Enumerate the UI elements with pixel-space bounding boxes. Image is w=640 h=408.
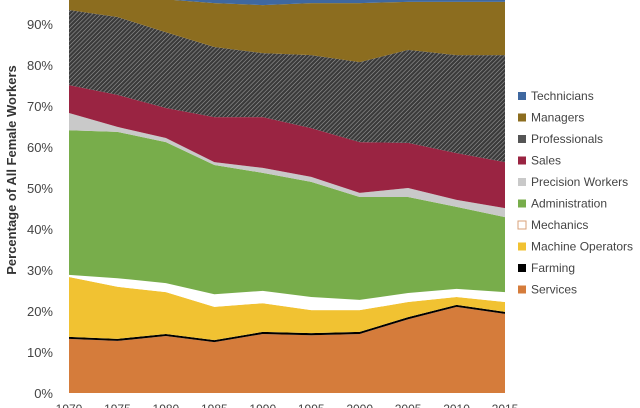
legend-label: Precision Workers xyxy=(531,175,628,189)
y-axis-ticks: 0% 10% 20% 30% 40% 50% 60% 70% 80% 90% xyxy=(27,17,53,401)
legend-item-services: Services xyxy=(518,283,577,297)
y-tick-label: 10% xyxy=(27,345,53,360)
legend-item-administration: Administration xyxy=(518,197,607,211)
x-tick-label: 2000 xyxy=(346,402,373,408)
legend-item-farming: Farming xyxy=(518,261,575,275)
legend: Technicians Managers Professionals Sales Pre… xyxy=(517,89,633,297)
legend-label: Managers xyxy=(531,111,584,125)
legend-item-managers: Managers xyxy=(518,111,584,125)
legend-label: Sales xyxy=(531,154,561,168)
y-tick-label: 80% xyxy=(27,58,53,73)
y-tick-label: 20% xyxy=(27,304,53,319)
area-machine-operators xyxy=(69,276,505,341)
legend-swatch xyxy=(518,242,526,251)
legend-swatch xyxy=(518,285,526,294)
y-tick-label: 40% xyxy=(27,222,53,237)
x-tick-label: 2005 xyxy=(395,402,422,408)
x-tick-label: 1975 xyxy=(104,402,131,408)
area-mechanics xyxy=(69,274,505,311)
legend-swatch xyxy=(518,113,526,122)
x-tick-label: 1970 xyxy=(56,402,83,408)
legend-item-sales: Sales xyxy=(518,154,561,168)
legend-label: Administration xyxy=(531,197,607,211)
area-services xyxy=(69,306,505,393)
x-tick-label: 1980 xyxy=(153,402,180,408)
legend-item-professionals: Professionals xyxy=(518,132,603,146)
legend-label: Services xyxy=(531,283,577,297)
y-tick-label: 90% xyxy=(27,17,53,32)
legend-item-precision-workers: Precision Workers xyxy=(518,175,628,189)
legend-swatch xyxy=(517,220,527,230)
y-tick-label: 70% xyxy=(27,99,53,114)
area-precision-workers xyxy=(69,112,505,218)
area-technicians xyxy=(173,0,505,6)
area-sales xyxy=(69,85,505,209)
legend-item-mechanics: Mechanics xyxy=(517,218,588,232)
x-tick-label: 1995 xyxy=(298,402,325,408)
x-tick-label: 2015 xyxy=(492,402,519,408)
area-managers xyxy=(69,0,505,63)
area-professionals xyxy=(69,10,505,163)
legend-label: Professionals xyxy=(531,132,603,146)
legend-swatch xyxy=(518,156,526,165)
y-tick-label: 50% xyxy=(27,181,53,196)
legend-swatch xyxy=(518,92,526,100)
area-administration xyxy=(69,130,505,300)
legend-swatch xyxy=(518,135,526,143)
area-layers xyxy=(69,0,505,393)
legend-label: Machine Operators xyxy=(531,240,633,254)
y-tick-label: 60% xyxy=(27,140,53,155)
x-tick-label: 2010 xyxy=(443,402,470,408)
legend-item-machine-operators: Machine Operators xyxy=(518,240,633,254)
legend-item-technicians: Technicians xyxy=(518,89,594,103)
x-tick-label: 1985 xyxy=(201,402,228,408)
legend-swatch xyxy=(518,199,526,208)
x-axis-ticks: 1970 1975 1980 1985 1990 1995 2000 2005 2010 2015 xyxy=(56,402,519,408)
y-axis-label: Percentage of All Female Workers xyxy=(4,65,19,275)
legend-label: Technicians xyxy=(531,89,594,103)
legend-label: Mechanics xyxy=(531,218,588,232)
y-tick-label: 0% xyxy=(34,386,53,401)
legend-swatch xyxy=(518,264,526,272)
legend-label: Farming xyxy=(531,261,575,275)
y-tick-label: 30% xyxy=(27,263,53,278)
x-tick-label: 1990 xyxy=(249,402,276,408)
legend-swatch xyxy=(518,178,526,186)
